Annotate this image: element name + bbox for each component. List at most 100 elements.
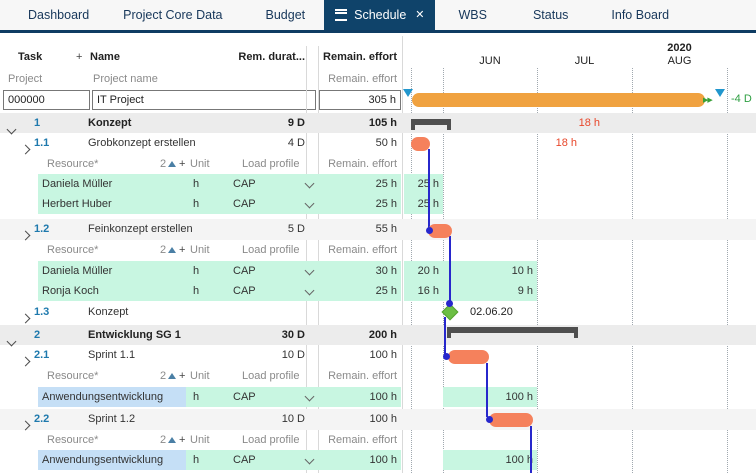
- resource-name[interactable]: Herbert Huber: [42, 198, 112, 210]
- resource-unit[interactable]: h: [193, 285, 200, 297]
- task-row-grobkonzept[interactable]: 1.1 Grobkonzept erstellen 4 D 50 h 18 h: [0, 133, 756, 155]
- sort-indicator[interactable]: 2: [160, 366, 177, 387]
- tab-project-core-data[interactable]: Project Core Data: [123, 0, 222, 30]
- col-resource[interactable]: Resource*: [47, 158, 99, 170]
- tab-wbs[interactable]: WBS: [458, 0, 486, 30]
- resource-name[interactable]: Daniela Müller: [42, 178, 113, 190]
- col-load-profile: Load profile: [242, 434, 300, 446]
- resource-load-profile[interactable]: CAP: [233, 265, 256, 277]
- tab-status[interactable]: Status: [533, 0, 568, 30]
- resource-name[interactable]: Ronja Koch: [42, 285, 99, 297]
- resource-unit[interactable]: h: [193, 454, 200, 466]
- resource-row[interactable]: Anwendungsentwicklung h CAP 100 h 100 h: [0, 387, 756, 407]
- summary-bar-konzept[interactable]: [411, 119, 451, 130]
- menu-icon[interactable]: [335, 9, 348, 21]
- add-resource-button[interactable]: +: [179, 370, 186, 382]
- sort-indicator[interactable]: 2: [160, 430, 177, 450]
- resource-unit[interactable]: h: [193, 178, 200, 190]
- project-effort-input[interactable]: 305 h: [319, 90, 401, 110]
- sort-asc-icon: [168, 161, 177, 167]
- task-bar-sprint11[interactable]: [448, 350, 489, 364]
- resource-unit[interactable]: h: [193, 391, 200, 403]
- resource-load-profile[interactable]: CAP: [233, 454, 256, 466]
- resource-effort[interactable]: 100 h: [369, 391, 397, 403]
- project-name-input[interactable]: IT Project: [92, 90, 316, 110]
- task-row-sprint11[interactable]: 2.1 Sprint 1.1 10 D 100 h: [0, 345, 756, 367]
- task-duration: 5 D: [287, 223, 305, 235]
- task-number: 1.1: [34, 137, 50, 149]
- tab-dashboard[interactable]: Dashboard: [28, 0, 89, 30]
- task-name: Konzept: [88, 306, 129, 318]
- tab-info-board[interactable]: Info Board: [611, 0, 669, 30]
- col-rem-duration[interactable]: Rem. durat...: [238, 51, 305, 63]
- resource-row[interactable]: Ronja Koch h CAP 25 h 16 h 9 h: [0, 281, 756, 301]
- dependency-dot: [443, 353, 450, 360]
- task-row-feinkonzept[interactable]: 1.2 Feinkonzept erstellen 5 D 55 h: [0, 219, 756, 241]
- add-column-button[interactable]: +: [76, 51, 83, 63]
- resource-effort[interactable]: 30 h: [375, 265, 397, 277]
- add-resource-button[interactable]: +: [179, 158, 186, 170]
- table-gantt-splitter[interactable]: [402, 36, 403, 473]
- resource-name[interactable]: Daniela Müller: [42, 265, 113, 277]
- resource-effort[interactable]: 25 h: [375, 285, 397, 297]
- task-number: 2: [34, 329, 41, 341]
- resource-row[interactable]: Anwendungsentwicklung h CAP 100 h 100 h: [0, 450, 756, 470]
- resource-name[interactable]: Anwendungsentwicklung: [42, 391, 164, 403]
- resource-effort[interactable]: 100 h: [369, 454, 397, 466]
- column-divider: [306, 46, 307, 473]
- summary-bar-entwicklung[interactable]: [447, 327, 578, 338]
- task-number: 1: [34, 117, 41, 129]
- project-gantt-bar[interactable]: [412, 93, 705, 107]
- resource-header-row: Resource* 2 + Unit Load profile Remain. …: [0, 240, 756, 261]
- col-resource[interactable]: Resource*: [47, 434, 99, 446]
- col-unit: Unit: [190, 158, 210, 170]
- close-icon[interactable]: ✕: [415, 8, 425, 21]
- col-task[interactable]: Task: [18, 51, 43, 63]
- effort-cell-may: 25 h: [404, 194, 443, 214]
- task-row-sprint12[interactable]: 2.2 Sprint 1.2 10 D 100 h: [0, 409, 756, 431]
- resource-load-profile[interactable]: CAP: [233, 391, 256, 403]
- resource-effort[interactable]: 25 h: [375, 178, 397, 190]
- dependency-line: [428, 149, 430, 230]
- tab-budget[interactable]: Budget: [266, 0, 306, 30]
- dependency-dot: [426, 227, 433, 234]
- task-row-entwicklung[interactable]: 2 Entwicklung SG 1 30 D 200 h: [0, 325, 756, 347]
- task-row-konzept[interactable]: 1 Konzept 9 D 105 h 18 h: [0, 113, 756, 135]
- tab-label: Status: [532, 8, 569, 22]
- table-header-row: Task + Name Rem. durat... Remain. effort: [0, 46, 756, 68]
- col-remain-effort[interactable]: Remain. effort: [323, 51, 397, 63]
- effort-cell-may: 20 h: [404, 261, 443, 281]
- project-start-marker-icon[interactable]: [403, 89, 413, 97]
- resource-load-profile[interactable]: CAP: [233, 285, 256, 297]
- sort-indicator[interactable]: 2: [160, 154, 177, 174]
- col-resource[interactable]: Resource*: [47, 244, 99, 256]
- resource-unit[interactable]: h: [193, 198, 200, 210]
- sort-indicator[interactable]: 2: [160, 240, 177, 261]
- task-bar-feinkonzept[interactable]: [428, 224, 452, 238]
- resource-row[interactable]: Daniela Müller h CAP 30 h 20 h 10 h: [0, 261, 756, 281]
- effort-cell-may: 16 h: [404, 281, 443, 301]
- project-end-marker-icon[interactable]: [715, 89, 725, 97]
- task-effort: 55 h: [375, 223, 397, 235]
- task-duration: 10 D: [281, 349, 305, 361]
- task-bar-sprint12[interactable]: [489, 413, 533, 427]
- resource-row[interactable]: Herbert Huber h CAP 25 h 25 h: [0, 194, 756, 214]
- resource-load-profile[interactable]: CAP: [233, 178, 256, 190]
- resource-row[interactable]: Daniela Müller h CAP 25 h 25 h: [0, 174, 756, 194]
- project-id-input[interactable]: 000000: [3, 90, 90, 110]
- add-resource-button[interactable]: +: [179, 434, 186, 446]
- resource-name[interactable]: Anwendungsentwicklung: [42, 454, 164, 466]
- task-duration: 30 D: [281, 329, 305, 341]
- tab-label: Info Board: [611, 8, 670, 22]
- resource-load-profile[interactable]: CAP: [233, 198, 256, 210]
- resource-effort[interactable]: 25 h: [375, 198, 397, 210]
- timeline-month-jun: JUN: [479, 55, 501, 67]
- add-resource-button[interactable]: +: [179, 244, 186, 256]
- tab-schedule[interactable]: Schedule ✕: [324, 0, 436, 30]
- col-name[interactable]: Name: [90, 51, 120, 63]
- task-row-konzept-milestone[interactable]: 1.3 Konzept 02.06.20: [0, 302, 756, 324]
- resource-unit[interactable]: h: [193, 265, 200, 277]
- effort-cell-jun: 10 h: [443, 261, 537, 281]
- col-resource[interactable]: Resource*: [47, 370, 99, 382]
- task-bar-grobkonzept[interactable]: [411, 137, 430, 151]
